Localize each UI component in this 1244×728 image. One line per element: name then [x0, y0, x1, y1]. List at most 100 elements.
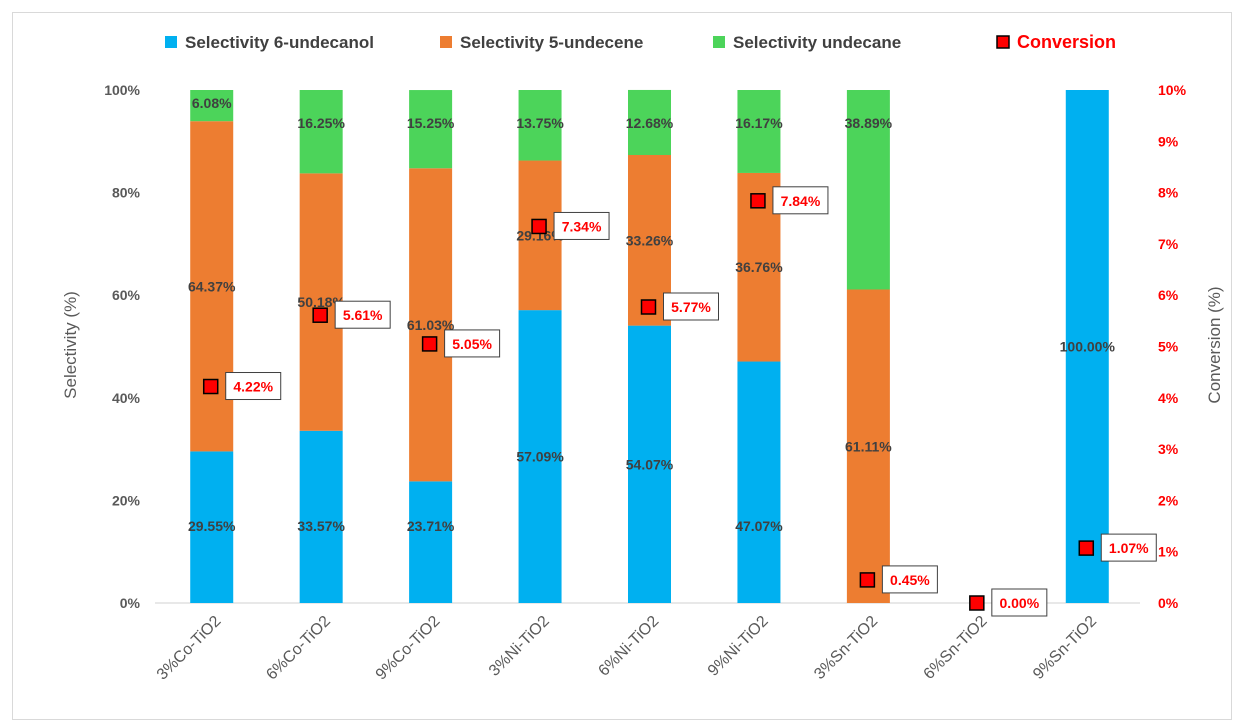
y2-tick-label: 2% — [1158, 492, 1179, 508]
y2-tick-label: 7% — [1158, 236, 1179, 252]
legend: Selectivity 6-undecanol Selectivity 5-und… — [165, 32, 1116, 52]
bar-segment — [190, 90, 234, 122]
y2-axis-title: Conversion (%) — [1205, 286, 1224, 403]
category-label: 9%Sn-TiO2 — [1030, 613, 1100, 683]
bar-segment — [1065, 90, 1109, 603]
data-label: 38.89% — [845, 115, 893, 131]
bar-segment — [846, 289, 890, 603]
bar-segment — [409, 90, 453, 169]
conversion-label: 7.84% — [781, 193, 821, 209]
conversion-label: 5.05% — [452, 336, 492, 352]
conversion-marker — [531, 218, 547, 235]
y-tick-label: 0% — [120, 595, 141, 611]
y2-tick-label: 5% — [1158, 339, 1179, 355]
legend-label: Selectivity 6-undecanol — [185, 33, 374, 52]
data-label: 23.71% — [407, 518, 455, 534]
bar-segment — [299, 430, 343, 603]
conversion-label: 4.22% — [233, 379, 273, 395]
y-axis-title: Selectivity (%) — [61, 291, 80, 399]
bar-segment — [737, 90, 781, 173]
y2-tick-label: 8% — [1158, 185, 1179, 201]
data-label: 6.08% — [192, 95, 232, 111]
conversion-label-box — [991, 588, 1048, 617]
legend-swatch — [440, 36, 452, 48]
conversion-marker — [421, 336, 438, 352]
category-labels-group: 3%Co-TiO2 6%Co-TiO2 9%Co-TiO2 3%Ni-TiO2 6%Ni… — [154, 613, 1100, 684]
data-label: 15.25% — [407, 115, 455, 131]
right-axis: 0% 1% 2% 3% 4% 5% 6% 7% 8% 9% 10% — [1158, 82, 1187, 611]
bar-segment — [628, 89, 671, 155]
bar-segment — [299, 90, 343, 174]
y-tick-label: 60% — [112, 287, 141, 303]
conversion-label: 5.61% — [343, 307, 383, 323]
legend-label: Selectivity 5-undecene — [460, 33, 643, 52]
bar-segment — [737, 361, 781, 603]
legend-swatch — [165, 36, 177, 48]
conversion-label-box — [444, 329, 501, 358]
conversion-label-box — [1100, 533, 1157, 562]
data-label: 57.09% — [516, 449, 564, 465]
bar-segment — [518, 310, 562, 603]
legend-label: Conversion — [1017, 32, 1116, 52]
conversion-label-box — [553, 211, 610, 240]
y-tick-label: 20% — [112, 492, 141, 508]
conversion-label-box — [225, 372, 282, 401]
data-label: 29.16% — [516, 227, 564, 243]
conversion-label: 5.77% — [671, 299, 711, 315]
legend-swatch — [996, 35, 1010, 49]
conversion-marker — [640, 299, 657, 315]
data-label: 33.26% — [626, 232, 674, 248]
bar-segment — [628, 325, 671, 603]
conversion-markers-group: 4.22% 5.61% 5.05% 7.34% 5.77% 7.84% 0.45% 0.00%… — [202, 186, 1157, 617]
conversion-marker — [1078, 540, 1095, 556]
data-label: 16.17% — [735, 115, 783, 131]
data-label: 61.11% — [845, 438, 892, 454]
conversion-marker — [859, 572, 876, 588]
conversion-label-box — [772, 186, 829, 215]
category-label: 3%Co-TiO2 — [154, 613, 225, 684]
conversion-label-box — [334, 300, 391, 329]
y2-tick-label: 6% — [1158, 287, 1179, 303]
y2-tick-label: 3% — [1158, 441, 1179, 457]
conversion-label: 1.07% — [1109, 540, 1149, 556]
data-label: 12.68% — [626, 115, 674, 131]
data-label: 16.25% — [297, 115, 345, 131]
conversion-label-box — [663, 292, 719, 321]
conversion-marker — [312, 307, 328, 323]
category-label: 9%Co-TiO2 — [373, 613, 444, 684]
category-label: 6%Co-TiO2 — [263, 613, 334, 684]
conversion-marker — [969, 595, 985, 611]
y2-tick-label: 1% — [1158, 544, 1179, 560]
conversion-marker — [202, 378, 219, 395]
y2-tick-label: 10% — [1158, 82, 1187, 98]
data-label: 13.75% — [516, 115, 564, 131]
data-label: 29.55% — [188, 518, 236, 534]
category-label: 6%Sn-TiO2 — [921, 613, 991, 683]
data-label: 61.03% — [407, 317, 455, 333]
category-label: 3%Sn-TiO2 — [811, 613, 881, 683]
conversion-label-box — [881, 565, 938, 594]
y2-tick-label: 9% — [1158, 133, 1179, 149]
segment-labels-group: 29.55% 33.57% 23.71% 57.09% 54.07% 47.07% 100.… — [188, 95, 1115, 534]
legend-label: Selectivity undecane — [733, 33, 901, 52]
conversion-label: 7.34% — [562, 218, 602, 234]
bar-segment — [409, 481, 453, 603]
data-label: 36.76% — [735, 259, 783, 275]
category-label: 3%Ni-TiO2 — [486, 613, 553, 680]
y-tick-label: 100% — [104, 82, 140, 98]
conversion-label: 0.00% — [999, 595, 1039, 611]
y2-tick-label: 4% — [1158, 390, 1179, 406]
bar-segment — [190, 451, 234, 603]
bar-segment — [409, 168, 453, 482]
y-tick-label: 40% — [112, 390, 141, 406]
conversion-label: 0.45% — [890, 572, 930, 588]
y2-tick-label: 0% — [1158, 595, 1179, 611]
data-label: 54.07% — [626, 456, 674, 472]
category-label: 6%Ni-TiO2 — [595, 613, 662, 680]
data-label: 33.57% — [297, 518, 345, 534]
data-label: 50.18% — [297, 294, 345, 310]
data-label: 100.00% — [1060, 339, 1116, 355]
data-label: 64.37% — [188, 278, 236, 294]
y-tick-label: 80% — [112, 185, 141, 201]
